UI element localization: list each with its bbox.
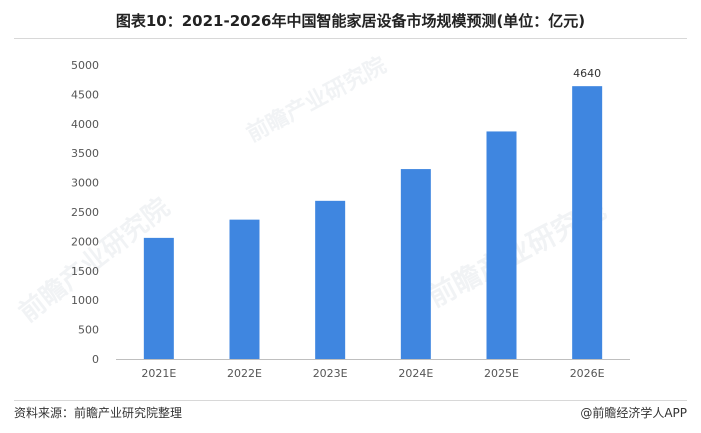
x-axis: 2021E 2022E 2023E 2024E 2025E 2026E (141, 367, 604, 380)
y-tick-label: 3000 (71, 177, 99, 190)
chart-title: 图表10：2021-2026年中国智能家居设备市场规模预测(单位：亿元) (115, 12, 586, 30)
y-axis: 0 500 1000 1500 2000 2500 3000 3500 4000 4500 5000 (71, 59, 630, 366)
bar (143, 237, 174, 359)
y-tick-label: 4000 (71, 118, 99, 131)
y-tick-label: 1500 (71, 265, 99, 278)
data-label: 4640 (573, 67, 601, 80)
brand-credit: @前瞻经济学人APP (580, 406, 687, 420)
bar (572, 86, 603, 359)
footer-divider (14, 400, 687, 401)
y-tick-label: 1000 (71, 294, 99, 307)
x-tick-label: 2024E (398, 367, 433, 380)
bar (486, 131, 517, 359)
x-tick-label: 2022E (227, 367, 262, 380)
bar (400, 169, 431, 359)
bar (229, 219, 260, 359)
bar-chart: 0 500 1000 1500 2000 2500 3000 3500 4000 4500 5000… (71, 59, 630, 380)
x-tick-label: 2021E (141, 367, 176, 380)
bars (143, 86, 603, 359)
y-tick-label: 4500 (71, 88, 99, 101)
x-tick-label: 2026E (570, 367, 605, 380)
y-tick-label: 2000 (71, 235, 99, 248)
y-tick-label: 500 (78, 324, 99, 337)
x-tick-label: 2023E (313, 367, 348, 380)
y-tick-label: 2500 (71, 206, 99, 219)
y-tick-label: 3500 (71, 147, 99, 160)
y-tick-label: 5000 (71, 59, 99, 72)
x-tick-label: 2025E (484, 367, 519, 380)
title-divider (14, 38, 687, 39)
y-tick-label: 0 (92, 353, 99, 366)
data-labels: 4640 (573, 67, 601, 80)
source-note: 资料来源：前瞻产业研究院整理 (14, 406, 183, 420)
bar (315, 200, 346, 359)
